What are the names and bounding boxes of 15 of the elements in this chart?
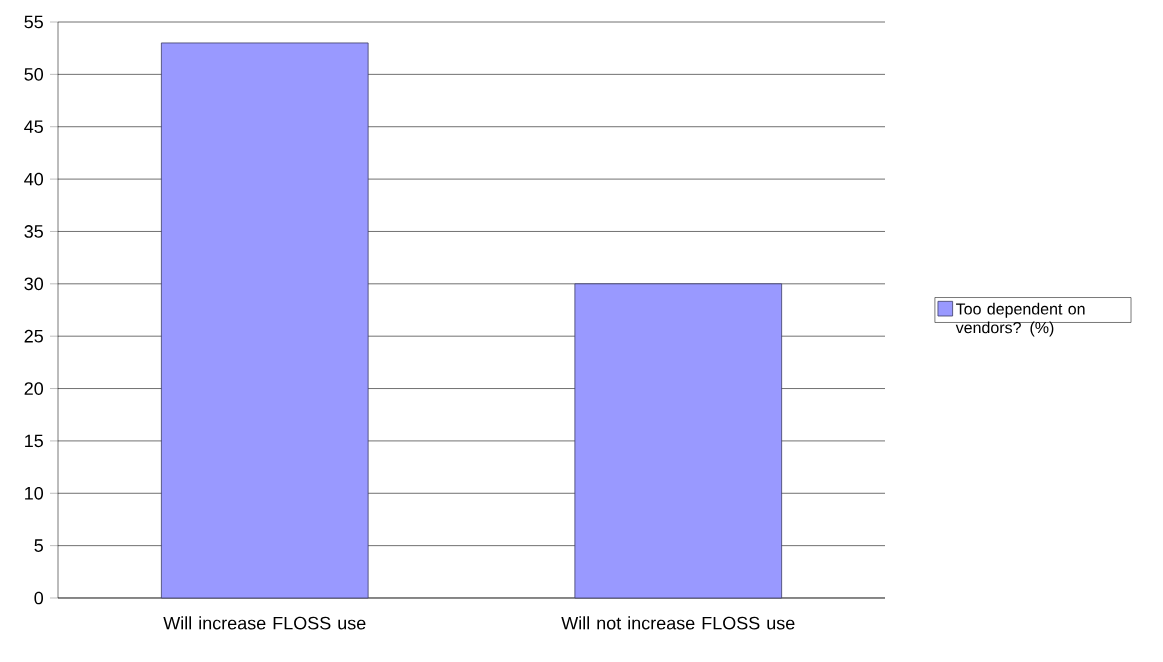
y-tick-label: 20 (24, 382, 44, 395)
y-tick-label: 0 (34, 591, 44, 605)
x-tick-label: Will not increase FLOSS use (561, 616, 795, 630)
y-tick-label: 40 (24, 172, 44, 186)
y-tick-label: 50 (24, 68, 44, 81)
y-tick-label: 45 (24, 120, 43, 133)
y-tick-label: 25 (24, 329, 43, 343)
x-tick-label: Will increase FLOSS use (163, 616, 366, 630)
legend-label: Too dependent on vendors? (%) (955, 302, 1085, 337)
y-tick-label: 35 (24, 225, 43, 238)
y-tick-label: 10 (25, 486, 44, 500)
y-tick-label: 5 (34, 539, 43, 552)
y-tick-label: 55 (24, 15, 43, 29)
y-tick-label: 30 (24, 277, 44, 291)
y-tick-label: 15 (25, 434, 43, 448)
